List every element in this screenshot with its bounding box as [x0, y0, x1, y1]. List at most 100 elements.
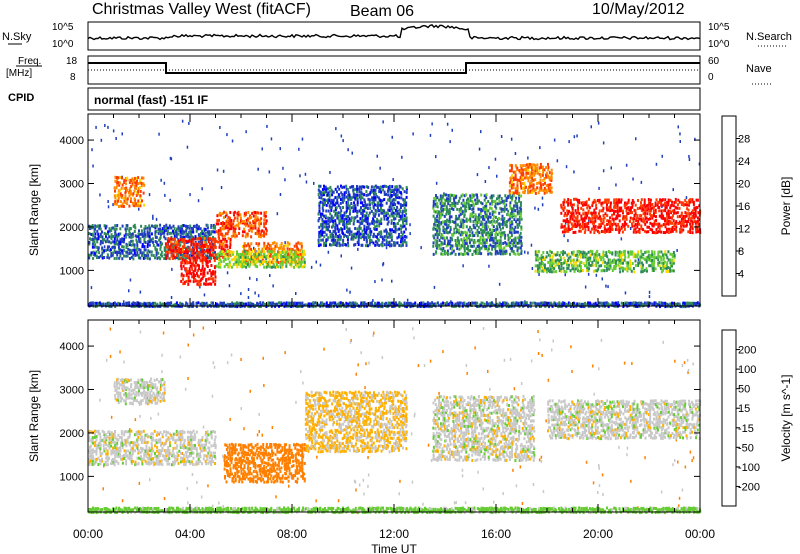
echo-cell: [209, 242, 212, 246]
echo-cell: [157, 251, 160, 255]
echo-cell: [249, 262, 252, 266]
echo-cell: [511, 180, 513, 184]
echo-cell: [591, 227, 593, 231]
echo-cell: [230, 224, 233, 228]
echo-region: [180, 258, 217, 287]
echo-cell: [503, 209, 506, 213]
echo-cell: [198, 275, 201, 279]
echo-cell: [181, 256, 184, 260]
echo-cell: [113, 301, 116, 305]
echo-cell: [438, 247, 441, 250]
echo-cell: [483, 194, 486, 198]
echo-cell: [359, 201, 362, 205]
echo-cell: [141, 243, 144, 246]
echo-cell: [232, 262, 235, 266]
echo-cell: [595, 228, 597, 232]
echo-cell: [461, 231, 464, 235]
echo-cell: [143, 248, 146, 252]
echo-cell: [359, 208, 362, 212]
echo-cell: [170, 240, 173, 244]
echo-cell: [434, 202, 437, 206]
echo-cell: [356, 230, 359, 234]
echo-cell: [303, 265, 306, 269]
noise-cell: [158, 132, 160, 136]
echo-cell: [464, 207, 467, 211]
echo-cell: [358, 185, 361, 189]
echo-cell: [166, 256, 169, 260]
echo-cell: [255, 242, 258, 246]
echo-cell: [494, 199, 497, 203]
noise-cell: [298, 147, 300, 151]
echo-cell: [495, 230, 498, 234]
noise-cell: [245, 130, 247, 134]
echo-cell: [293, 252, 296, 256]
echo-cell: [267, 263, 270, 266]
echo-cell: [391, 228, 394, 232]
echo-cell: [147, 234, 150, 238]
echo-cell: [302, 253, 304, 257]
echo-cell: [116, 253, 119, 257]
echo-cell: [465, 205, 468, 209]
echo-cell: [208, 259, 211, 263]
echo-cell: [142, 191, 145, 195]
echo-cell: [264, 244, 267, 248]
echo-cell: [203, 248, 205, 252]
echo-cell: [387, 220, 390, 224]
echo-cell: [550, 186, 553, 190]
noise-cell: [240, 292, 242, 296]
echo-cell: [472, 226, 475, 229]
echo-cell: [292, 260, 295, 264]
echo-cell: [286, 241, 289, 245]
echo-cell: [92, 256, 95, 260]
echo-cell: [196, 258, 199, 262]
echo-cell: [319, 184, 322, 188]
echo-cell: [328, 199, 331, 202]
echo-cell: [111, 253, 114, 257]
echo-cell: [232, 250, 235, 254]
echo-cell: [349, 185, 352, 189]
echo-cell: [434, 217, 437, 221]
echo-cell: [614, 228, 617, 231]
noise-cell: [249, 276, 251, 280]
noise-cell: [246, 222, 249, 226]
echo-cell: [485, 225, 488, 228]
echo-cell: [128, 232, 131, 235]
echo-cell: [338, 187, 341, 191]
echo-cell: [352, 237, 355, 241]
echo-cell: [224, 245, 227, 249]
echo-cell: [332, 203, 335, 207]
echo-cell: [519, 207, 522, 211]
echo-cell: [651, 261, 653, 265]
echo-cell: [348, 221, 351, 225]
echo-cell: [161, 254, 163, 258]
echo-cell: [372, 211, 375, 215]
echo-cell: [368, 198, 371, 202]
echo-cell: [88, 253, 91, 257]
echo-cell: [509, 245, 512, 248]
echo-cell: [117, 193, 120, 197]
echo-cell: [510, 231, 513, 235]
echo-cell: [392, 230, 395, 233]
echo-cell: [338, 244, 341, 248]
echo-cell: [374, 191, 377, 195]
echo-cell: [370, 230, 373, 234]
echo-cell: [169, 245, 172, 249]
echo-cell: [464, 242, 467, 245]
echo-cell: [203, 255, 206, 259]
echo-cell: [505, 199, 508, 203]
echo-cell: [232, 226, 235, 230]
echo-cell: [280, 265, 283, 269]
echo-cell: [436, 244, 439, 248]
echo-cell: [520, 251, 523, 255]
echo-cell: [487, 231, 490, 235]
echo-cell: [634, 222, 637, 226]
echo-cell: [194, 235, 197, 239]
echo-cell: [528, 171, 531, 175]
echo-cell: [380, 211, 383, 215]
echo-cell: [669, 258, 672, 262]
echo-cell: [212, 235, 214, 239]
echo-cell: [137, 234, 140, 238]
echo-cell: [273, 250, 276, 254]
echo-cell: [345, 190, 347, 194]
echo-cell: [227, 236, 230, 240]
